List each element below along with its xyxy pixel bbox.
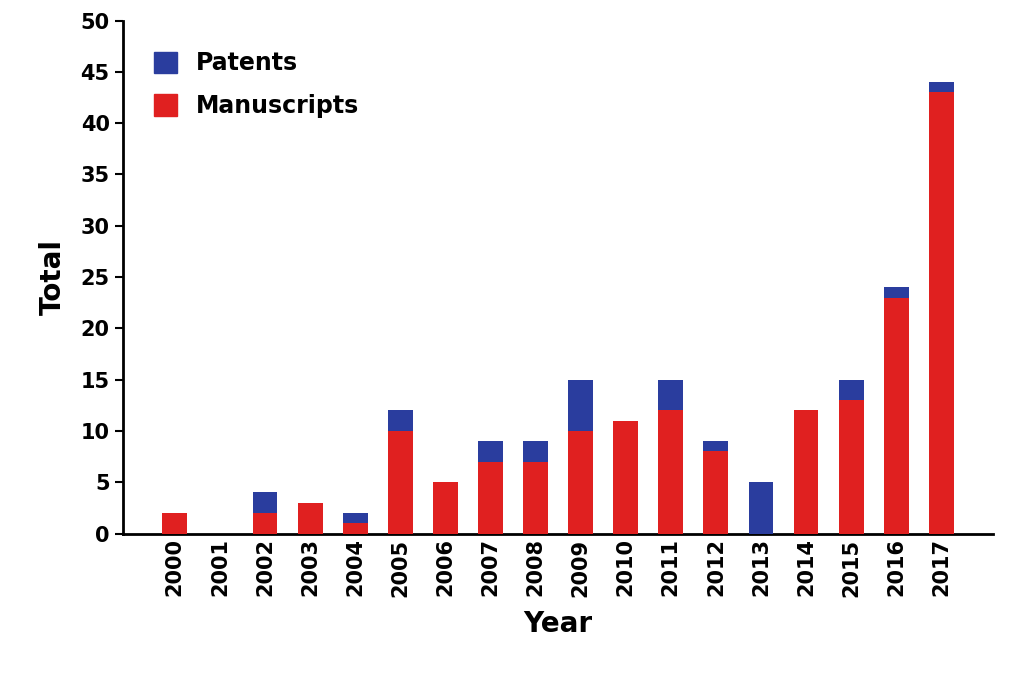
Bar [523,441,548,462]
Bar [253,492,278,513]
Bar [703,451,728,534]
Bar [929,92,953,534]
Bar [388,431,413,534]
Legend: Patents, Manuscripts: Patents, Manuscripts [135,32,378,137]
Y-axis label: Total: Total [39,239,67,315]
Bar [703,441,728,451]
Bar [343,513,368,523]
Bar [884,298,908,534]
Bar [658,410,683,534]
Bar [929,82,953,92]
Bar [388,410,413,431]
Bar [839,400,863,534]
Bar [478,441,503,462]
X-axis label: Year: Year [523,610,593,638]
Bar [433,482,458,534]
Bar [298,503,323,534]
Bar [568,380,593,431]
Bar [163,513,187,534]
Bar [523,462,548,534]
Bar [658,380,683,410]
Bar [478,462,503,534]
Bar [613,421,638,534]
Bar [749,482,773,534]
Bar [343,523,368,534]
Bar [568,431,593,534]
Bar [884,287,908,298]
Bar [253,513,278,534]
Bar [794,410,818,534]
Bar [839,380,863,400]
